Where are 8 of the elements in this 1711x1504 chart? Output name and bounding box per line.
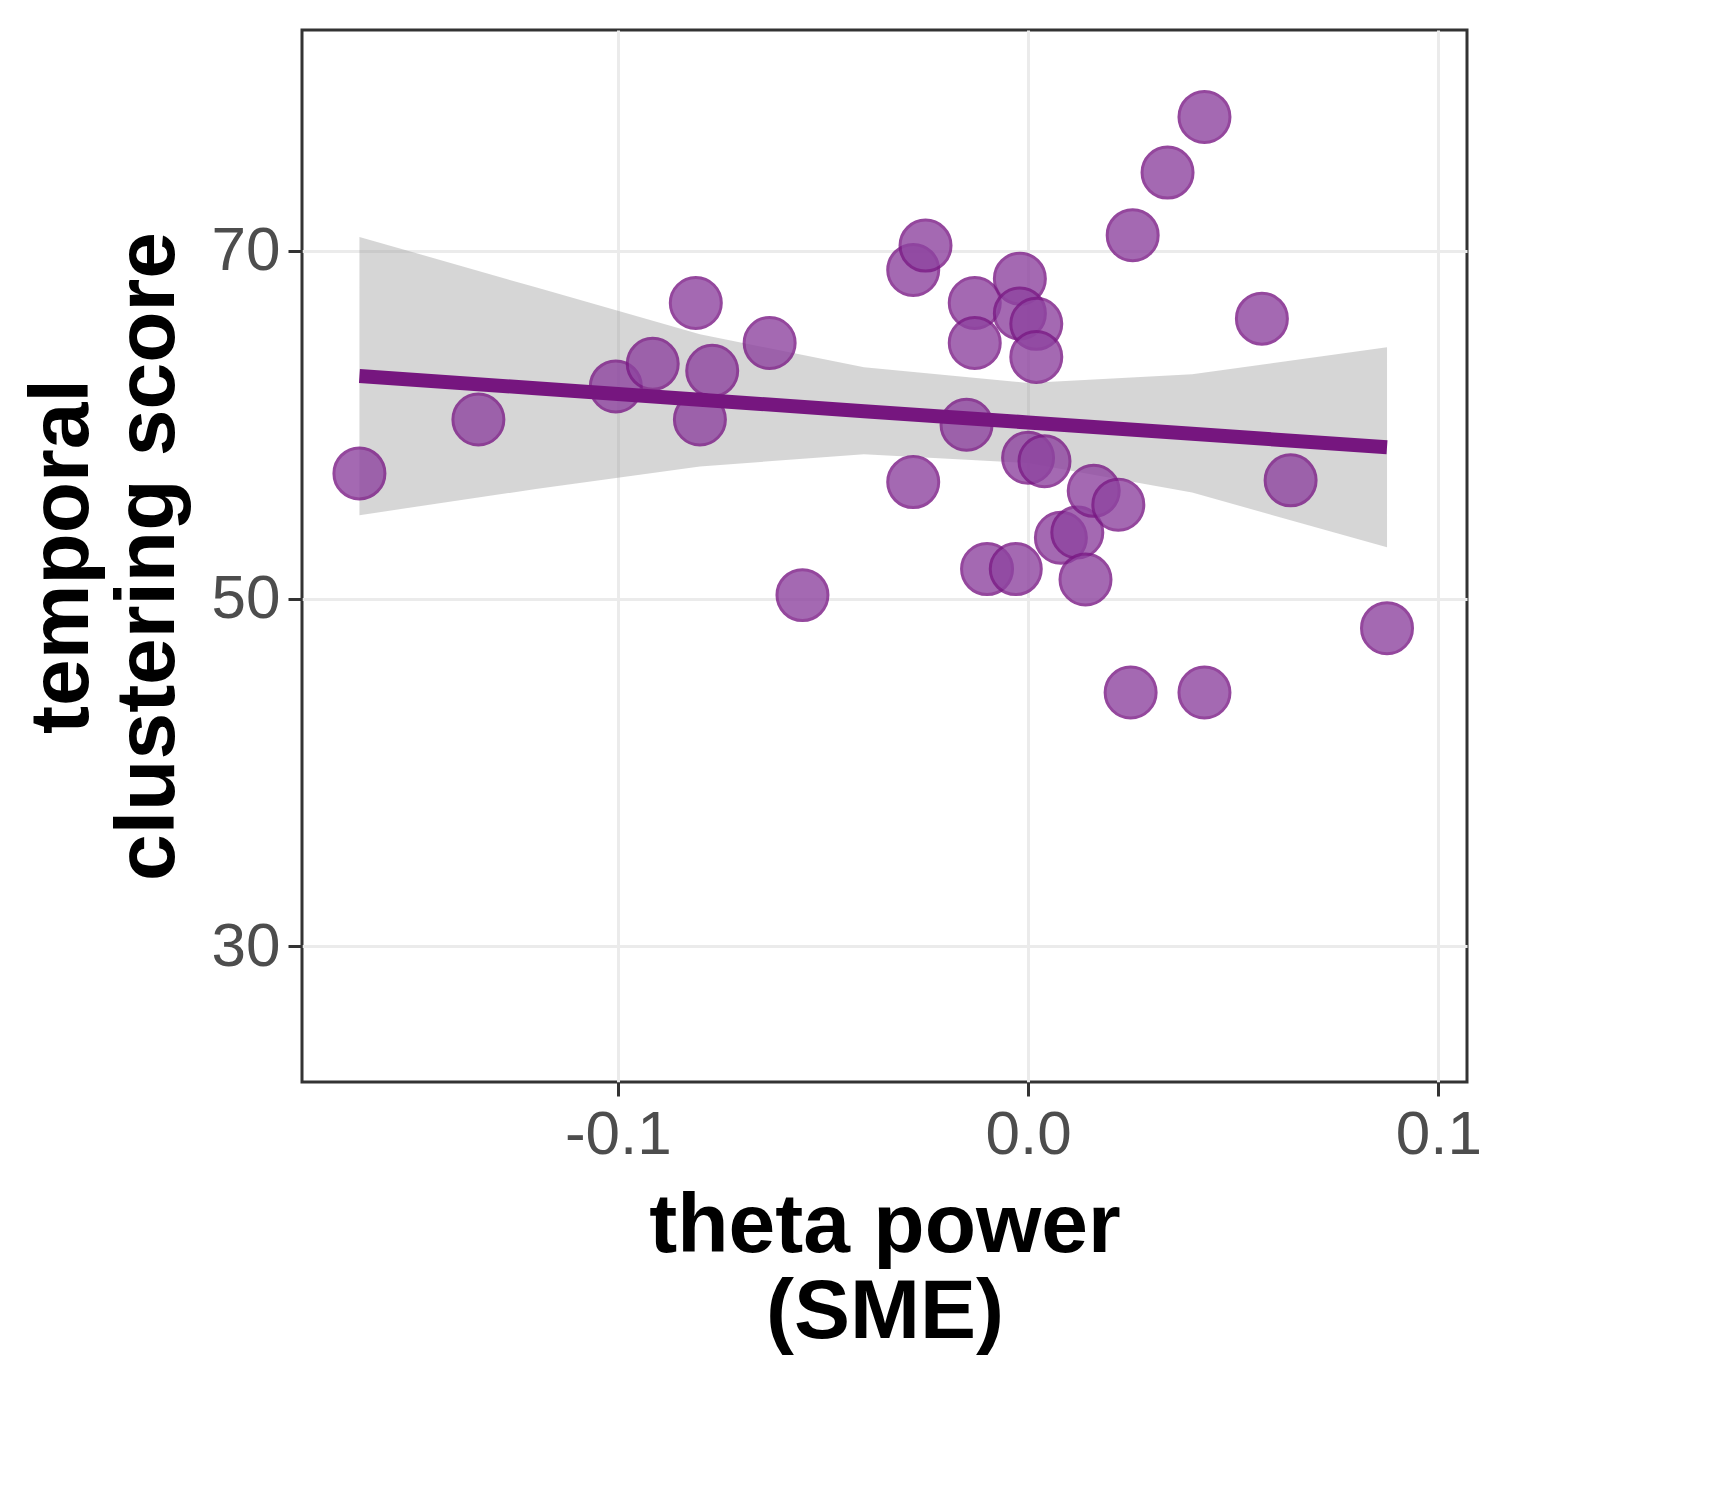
y-tick-label: 50 (211, 562, 281, 632)
y-tick-label: 70 (211, 214, 281, 284)
x-tick-label: 0.1 (1395, 1097, 1482, 1167)
x-tick-label: 0.0 (985, 1097, 1072, 1167)
y-axis-title: temporal clustering score (11, 232, 192, 881)
x-axis-title: theta power (SME) (649, 1175, 1121, 1356)
x-tick-label: -0.1 (564, 1097, 672, 1167)
y-tick-label: 30 (211, 909, 281, 979)
